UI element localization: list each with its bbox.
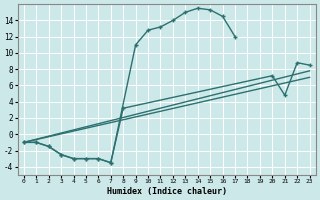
X-axis label: Humidex (Indice chaleur): Humidex (Indice chaleur) [107, 187, 227, 196]
